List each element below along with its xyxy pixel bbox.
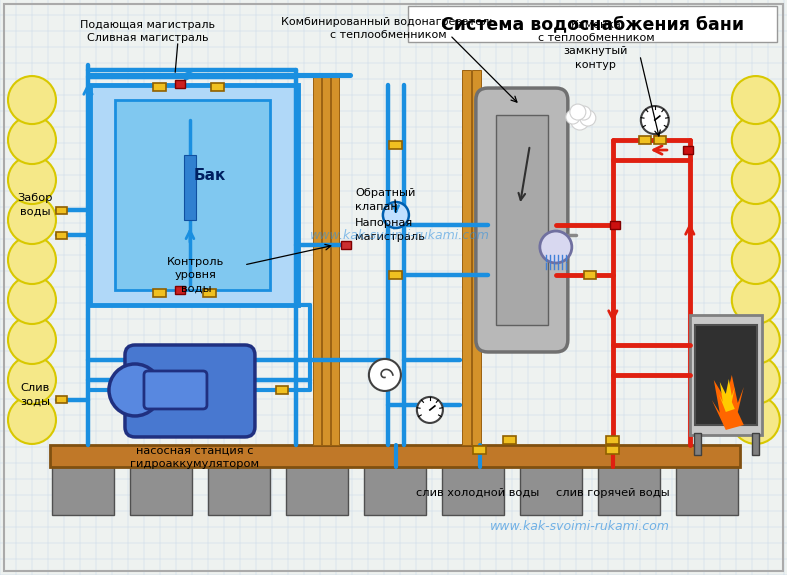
Bar bbox=[52, 467, 114, 515]
Bar bbox=[683, 146, 693, 154]
Circle shape bbox=[8, 116, 56, 164]
Circle shape bbox=[641, 106, 669, 134]
Text: www.kak-svoimi-rukami.com: www.kak-svoimi-rukami.com bbox=[490, 520, 670, 534]
Bar bbox=[57, 232, 68, 239]
Circle shape bbox=[580, 110, 596, 126]
Bar bbox=[598, 467, 660, 515]
Circle shape bbox=[8, 356, 56, 404]
Circle shape bbox=[571, 112, 589, 130]
Bar bbox=[276, 386, 288, 394]
Text: Обратный
клапан: Обратный клапан bbox=[355, 189, 416, 212]
Bar bbox=[208, 467, 270, 515]
Circle shape bbox=[8, 76, 56, 124]
Bar bbox=[584, 271, 596, 279]
Text: Напорная
магистраль: Напорная магистраль bbox=[355, 218, 425, 242]
FancyBboxPatch shape bbox=[125, 345, 255, 437]
Bar bbox=[694, 433, 700, 455]
Bar bbox=[610, 221, 620, 229]
FancyBboxPatch shape bbox=[408, 6, 777, 42]
Bar bbox=[504, 436, 516, 444]
Bar bbox=[57, 206, 68, 213]
Bar bbox=[690, 315, 762, 435]
Text: Подающая магистраль
Сливная магистраль: Подающая магистраль Сливная магистраль bbox=[80, 20, 216, 43]
Text: Забор
воды: Забор воды bbox=[17, 193, 53, 217]
Bar bbox=[364, 467, 426, 515]
Circle shape bbox=[570, 104, 586, 120]
Bar bbox=[442, 467, 504, 515]
Bar bbox=[676, 467, 737, 515]
Text: Система водоснабжения бани: Система водоснабжения бани bbox=[442, 15, 745, 33]
Bar bbox=[184, 155, 196, 220]
Bar bbox=[606, 436, 619, 444]
Bar bbox=[654, 136, 666, 144]
Bar bbox=[341, 241, 351, 249]
Circle shape bbox=[732, 156, 780, 204]
Polygon shape bbox=[719, 379, 735, 412]
Bar bbox=[462, 70, 471, 445]
Circle shape bbox=[8, 316, 56, 364]
Text: Каменка
с теплообменником
замкнутый
контур: Каменка с теплообменником замкнутый конт… bbox=[538, 20, 654, 70]
Circle shape bbox=[732, 316, 780, 364]
Text: Контроль
уровня
воды: Контроль уровня воды bbox=[168, 257, 224, 293]
Circle shape bbox=[417, 397, 443, 423]
Circle shape bbox=[8, 276, 56, 324]
Bar bbox=[390, 271, 402, 279]
Bar bbox=[331, 75, 339, 445]
Polygon shape bbox=[711, 375, 744, 430]
Circle shape bbox=[540, 231, 572, 263]
Circle shape bbox=[566, 110, 580, 124]
Bar bbox=[390, 141, 402, 149]
Bar bbox=[472, 70, 481, 445]
Circle shape bbox=[732, 76, 780, 124]
Bar bbox=[695, 325, 757, 425]
Text: Слив
зоды: Слив зоды bbox=[20, 384, 50, 407]
Bar bbox=[752, 433, 759, 455]
Text: Комбинированный водонагреватель
с теплообменником: Комбинированный водонагреватель с теплоо… bbox=[280, 17, 495, 40]
Circle shape bbox=[369, 359, 401, 391]
Text: слив горячей воды: слив горячей воды bbox=[556, 488, 670, 498]
Bar bbox=[115, 100, 270, 290]
Circle shape bbox=[8, 396, 56, 444]
Circle shape bbox=[109, 364, 161, 416]
Bar bbox=[286, 467, 348, 515]
Bar bbox=[57, 397, 68, 404]
Circle shape bbox=[8, 196, 56, 244]
Text: слив холодной воды: слив холодной воды bbox=[416, 488, 540, 498]
Bar bbox=[496, 115, 548, 325]
Text: Бак: Бак bbox=[194, 167, 226, 182]
Bar bbox=[473, 446, 486, 454]
Circle shape bbox=[732, 116, 780, 164]
Bar bbox=[606, 446, 619, 454]
Circle shape bbox=[732, 276, 780, 324]
Bar bbox=[520, 467, 582, 515]
Bar bbox=[130, 467, 192, 515]
Bar bbox=[50, 445, 740, 467]
Bar bbox=[212, 83, 224, 91]
Bar bbox=[322, 75, 330, 445]
Bar bbox=[175, 286, 185, 294]
FancyBboxPatch shape bbox=[476, 88, 568, 352]
Circle shape bbox=[732, 196, 780, 244]
Circle shape bbox=[732, 236, 780, 284]
Circle shape bbox=[732, 356, 780, 404]
FancyBboxPatch shape bbox=[144, 371, 207, 409]
Circle shape bbox=[577, 106, 591, 120]
Circle shape bbox=[8, 236, 56, 284]
Text: www.kak-svoimi-rukami.com: www.kak-svoimi-rukami.com bbox=[310, 228, 490, 242]
Bar bbox=[313, 75, 321, 445]
Circle shape bbox=[383, 202, 409, 228]
Bar bbox=[153, 83, 167, 91]
Bar bbox=[204, 289, 216, 297]
Bar bbox=[153, 289, 167, 297]
Circle shape bbox=[8, 156, 56, 204]
Bar bbox=[175, 80, 185, 88]
Circle shape bbox=[732, 396, 780, 444]
Text: насосная станция с
гидроаккумулятором: насосная станция с гидроаккумулятором bbox=[131, 446, 260, 469]
Bar bbox=[90, 85, 298, 305]
Bar bbox=[639, 136, 651, 144]
